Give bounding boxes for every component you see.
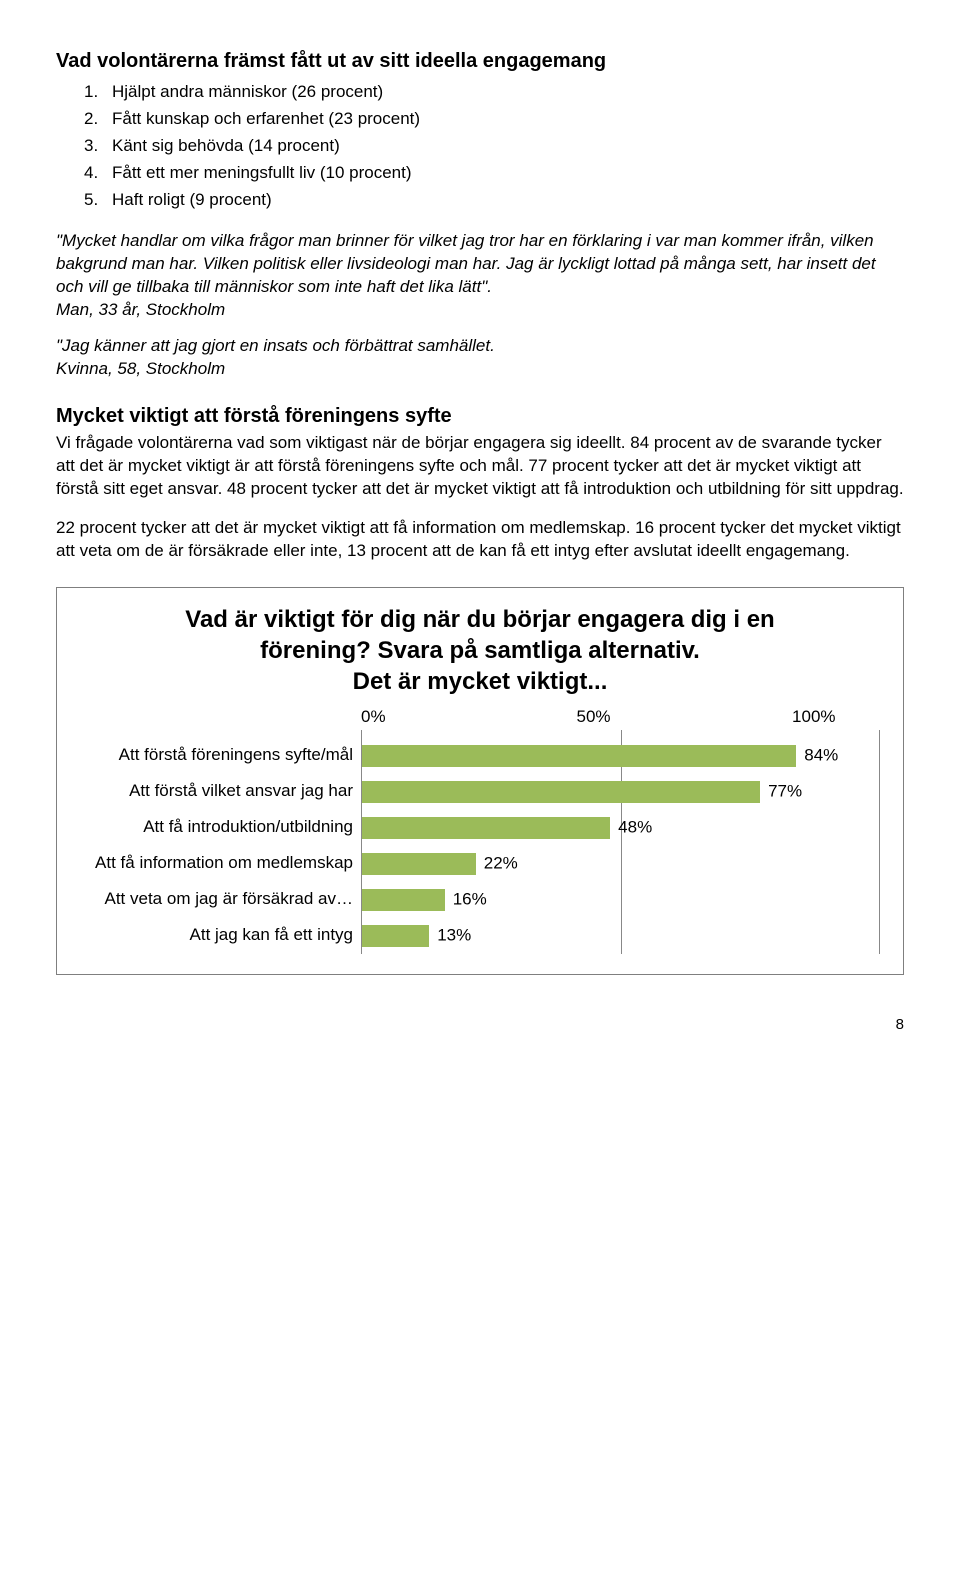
quote-attribution: Man, 33 år, Stockholm xyxy=(56,299,904,322)
bar-row: 22% xyxy=(362,846,879,882)
bar: 16% xyxy=(362,889,445,911)
list-item: 4. Fått ett mer meningsfullt liv (10 pro… xyxy=(56,162,904,185)
list-item: 5. Haft roligt (9 procent) xyxy=(56,189,904,212)
bar: 13% xyxy=(362,925,429,947)
chart-plot: 0% 50% 100% 84% 77% 48% 22% xyxy=(361,706,879,954)
bar-value-label: 48% xyxy=(610,816,652,839)
bar-category-label: Att få introduktion/utbildning xyxy=(81,810,361,846)
chart-x-axis: 0% 50% 100% xyxy=(361,706,879,730)
bar-value-label: 77% xyxy=(760,780,802,803)
bar-value-label: 22% xyxy=(476,852,518,875)
list-number: 1. xyxy=(84,81,112,104)
page-number: 8 xyxy=(56,1015,904,1035)
chart-title-line: Det är mycket viktigt... xyxy=(353,668,608,695)
bar-category-label: Att förstå vilket ansvar jag har xyxy=(81,774,361,810)
axis-tick-label: 0% xyxy=(361,706,386,729)
bar: 77% xyxy=(362,781,760,803)
paragraph: Vi frågade volontärerna vad som viktigas… xyxy=(56,432,904,501)
chart-y-labels: Att förstå föreningens syfte/mål Att för… xyxy=(81,706,361,954)
bar-value-label: 13% xyxy=(429,924,471,947)
bar-value-label: 84% xyxy=(796,744,838,767)
chart-area: Att förstå föreningens syfte/mål Att för… xyxy=(81,706,879,954)
bar: 84% xyxy=(362,745,796,767)
paragraph: 22 procent tycker att det är mycket vikt… xyxy=(56,517,904,563)
bar-row: 84% xyxy=(362,738,879,774)
bar-row: 77% xyxy=(362,774,879,810)
quote-text: "Jag känner att jag gjort en insats och … xyxy=(56,335,904,358)
list-text: Fått kunskap och erfarenhet (23 procent) xyxy=(112,108,420,131)
bar-row: 48% xyxy=(362,810,879,846)
list-item: 1. Hjälpt andra människor (26 procent) xyxy=(56,81,904,104)
axis-tick-label: 100% xyxy=(792,706,835,729)
chart-title-line: förening? Svara på samtliga alternativ. xyxy=(260,637,700,664)
quote-text: "Mycket handlar om vilka frågor man brin… xyxy=(56,230,904,299)
list-number: 4. xyxy=(84,162,112,185)
bar-category-label: Att förstå föreningens syfte/mål xyxy=(81,738,361,774)
list-text: Känt sig behövda (14 procent) xyxy=(112,135,340,158)
bar-category-label: Att jag kan få ett intyg xyxy=(81,918,361,954)
chart-bars: 84% 77% 48% 22% 16% 13% xyxy=(361,730,879,954)
quote-block: "Mycket handlar om vilka frågor man brin… xyxy=(56,230,904,382)
list-text: Haft roligt (9 procent) xyxy=(112,189,272,212)
bar: 48% xyxy=(362,817,610,839)
bar-category-label: Att veta om jag är försäkrad av… xyxy=(81,882,361,918)
bar-row: 16% xyxy=(362,882,879,918)
bar-value-label: 16% xyxy=(445,888,487,911)
chart-title-line: Vad är viktigt för dig när du börjar eng… xyxy=(185,606,774,633)
list-item: 3. Känt sig behövda (14 procent) xyxy=(56,135,904,158)
list-text: Hjälpt andra människor (26 procent) xyxy=(112,81,383,104)
ordered-list: 1. Hjälpt andra människor (26 procent) 2… xyxy=(56,81,904,212)
list-number: 5. xyxy=(84,189,112,212)
quote-attribution: Kvinna, 58, Stockholm xyxy=(56,358,904,381)
list-item: 2. Fått kunskap och erfarenhet (23 proce… xyxy=(56,108,904,131)
section-heading: Mycket viktigt att förstå föreningens sy… xyxy=(56,403,904,430)
bar-category-label: Att få information om medlemskap xyxy=(81,846,361,882)
bar-row: 13% xyxy=(362,918,879,954)
chart-container: Vad är viktigt för dig när du börjar eng… xyxy=(56,587,904,975)
chart-title: Vad är viktigt för dig när du börjar eng… xyxy=(81,604,879,698)
list-number: 3. xyxy=(84,135,112,158)
list-text: Fått ett mer meningsfullt liv (10 procen… xyxy=(112,162,412,185)
list-number: 2. xyxy=(84,108,112,131)
top-heading: Vad volontärerna främst fått ut av sitt … xyxy=(56,48,904,75)
gridline xyxy=(879,730,880,954)
bar: 22% xyxy=(362,853,476,875)
axis-tick-label: 50% xyxy=(577,706,611,729)
